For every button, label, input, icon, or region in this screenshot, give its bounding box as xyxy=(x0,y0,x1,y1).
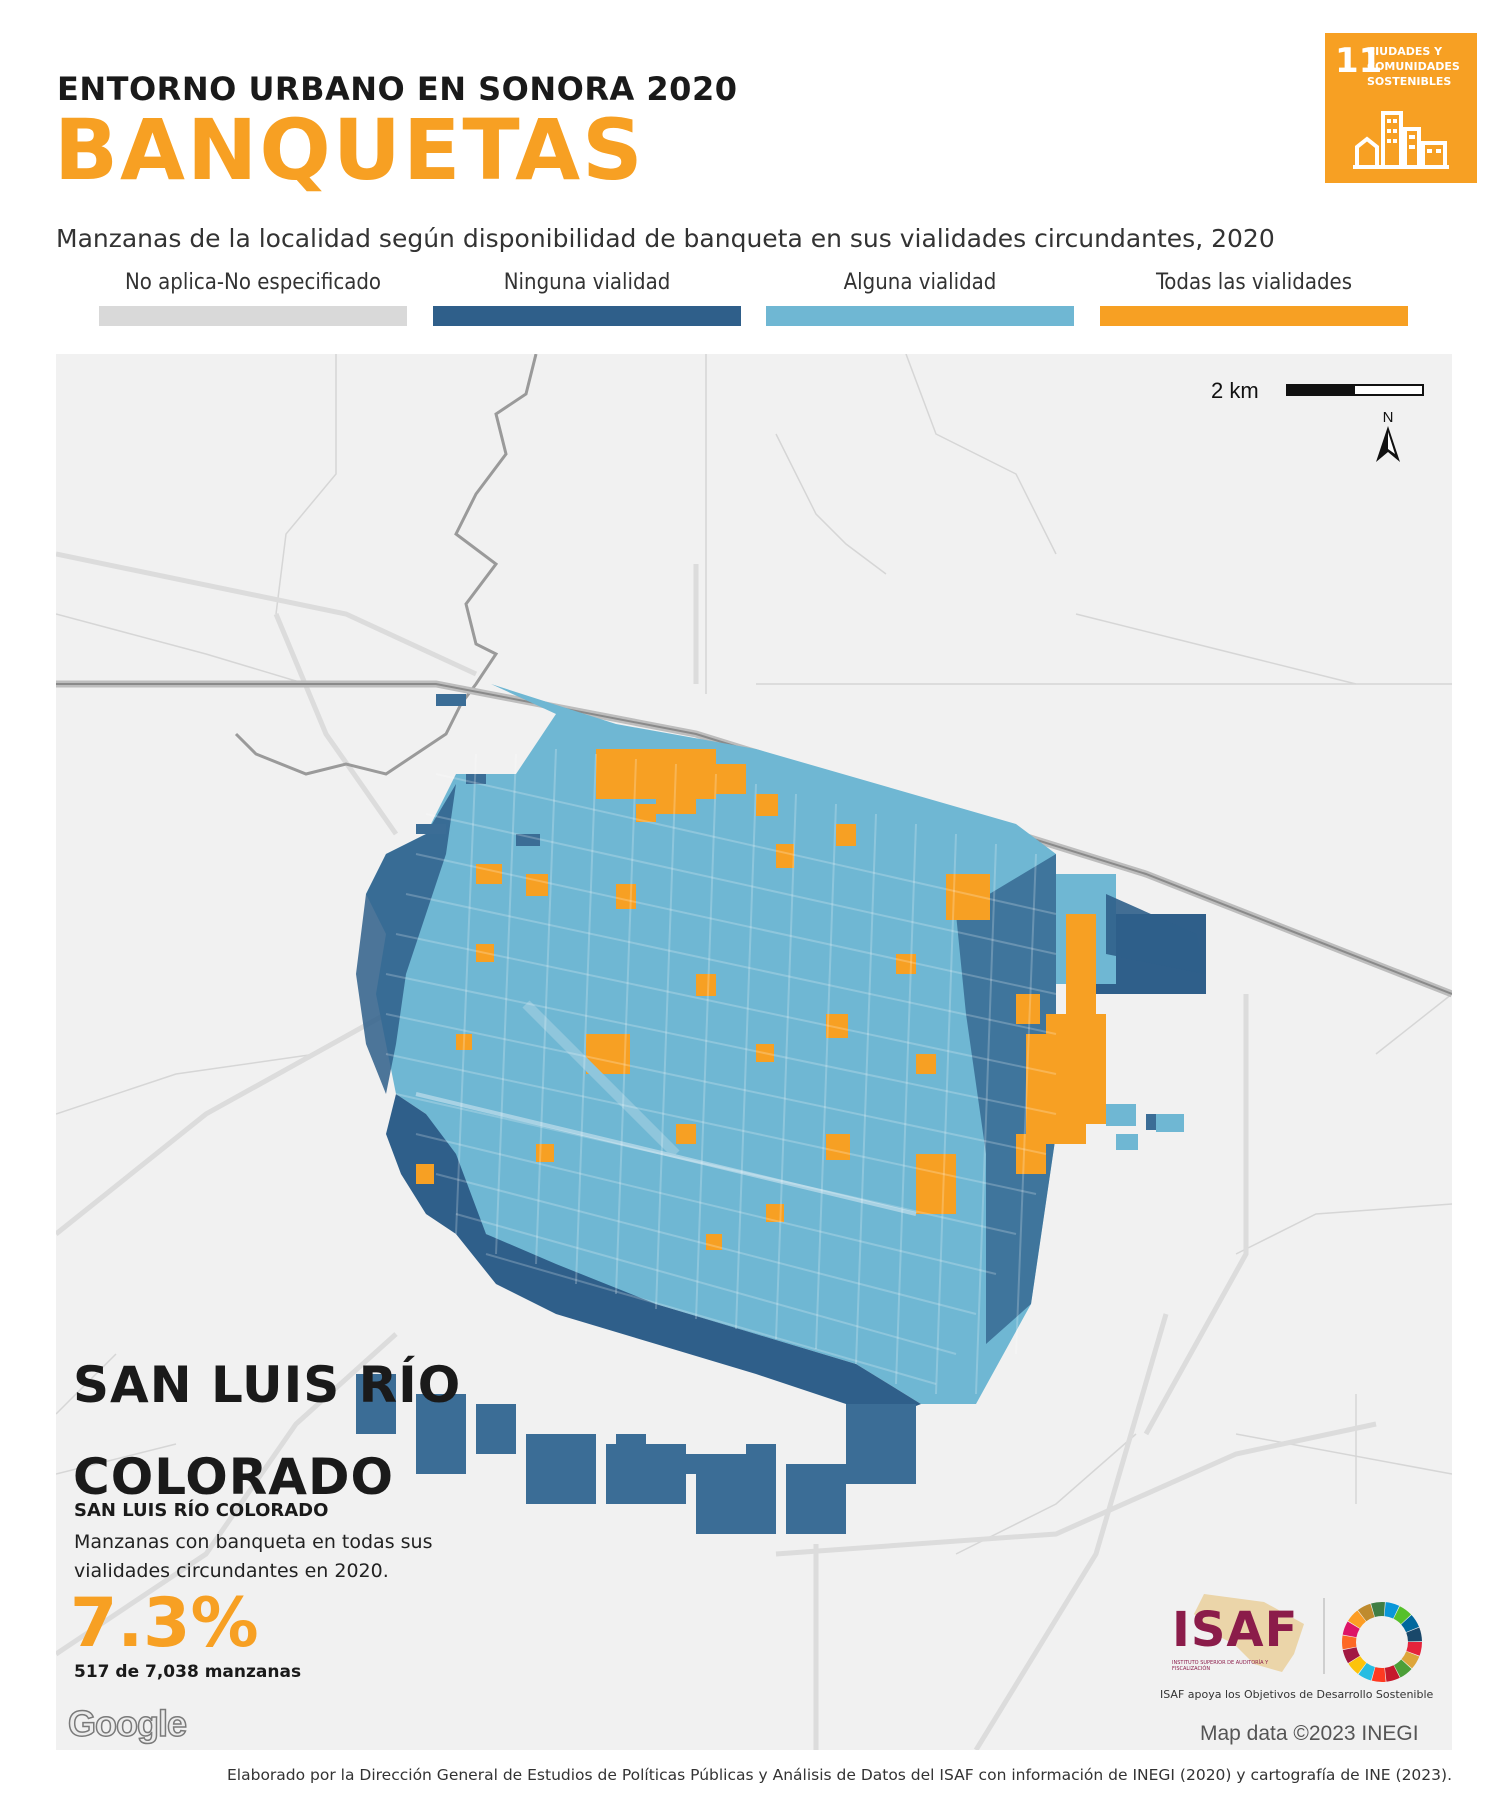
railway-highway-inner xyxy=(56,683,1452,995)
google-logo: Google xyxy=(67,1702,188,1745)
sdg-text: CIUDADES Y COMUNIDADES SOSTENIBLES xyxy=(1367,45,1460,88)
urban-avenue xyxy=(415,1092,917,1216)
summary-count: 517 de 7,038 manzanas xyxy=(74,1662,302,1682)
eastern-small-block xyxy=(1116,1134,1138,1150)
urban-area-base xyxy=(366,684,1056,1404)
minor-roads xyxy=(56,354,1452,1555)
orange-blocks xyxy=(416,749,1106,1250)
legend-swatch xyxy=(99,306,407,326)
legend-label: No aplica-No especificado xyxy=(124,270,382,295)
major-roads xyxy=(56,551,1377,1750)
legend-item-alguna: Alguna vialidad xyxy=(766,270,1074,326)
summary-percentage: 7.3% xyxy=(70,1584,259,1663)
north-label: N xyxy=(1383,409,1394,426)
river xyxy=(234,354,538,776)
scale-bar xyxy=(1286,384,1424,396)
map-attribution: Map data ©2023 INEGI xyxy=(1200,1722,1419,1745)
sdg-wheel-icon xyxy=(1342,1602,1422,1682)
legend-swatch xyxy=(1100,306,1408,326)
supertitle: ENTORNO URBANO EN SONORA 2020 xyxy=(57,70,738,108)
isaf-subtext: INSTITUTO SUPERIOR DE AUDITORÍA Y FISCAL… xyxy=(1172,1660,1269,1672)
legend-label: Alguna vialidad xyxy=(843,270,997,295)
page-title: BANQUETAS xyxy=(54,101,645,199)
legend-label: Todas las vialidades xyxy=(1155,270,1353,295)
city-buildings-icon xyxy=(1353,111,1449,169)
eastern-small-block xyxy=(1106,1104,1136,1126)
city-block-map[interactable] xyxy=(56,354,1452,1750)
sdg-11-badge: 11 CIUDADES Y COMUNIDADES SOSTENIBLES xyxy=(1325,33,1477,183)
northeast-railway-block xyxy=(1106,894,1206,974)
summary-description: Manzanas con banqueta en todas sus viali… xyxy=(74,1531,433,1583)
legend-item-todas: Todas las vialidades xyxy=(1100,270,1408,326)
city-name-small: SAN LUIS RÍO COLORADO xyxy=(74,1500,329,1521)
east-district xyxy=(956,854,1056,1344)
legend-swatch xyxy=(766,306,1074,326)
legend-item-no-aplica: No aplica-No especificado xyxy=(99,270,407,326)
logo-divider xyxy=(1323,1598,1325,1674)
page-subtitle: Manzanas de la localidad según disponibi… xyxy=(56,224,1275,253)
southwest-district xyxy=(386,1094,921,1414)
sonora-state-shape-icon xyxy=(1194,1594,1304,1672)
outlying-blocks xyxy=(356,694,1174,1534)
legend-label: Ninguna vialidad xyxy=(503,270,671,295)
eastern-orange-block xyxy=(1066,914,1096,1024)
isaf-tagline: ISAF apoya los Objetivos de Desarrollo S… xyxy=(1160,1688,1434,1701)
footer-credit: Elaborado por la Dirección General de Es… xyxy=(227,1766,1452,1784)
legend-swatch xyxy=(433,306,741,326)
north-arrow-icon: N xyxy=(1376,409,1400,462)
city-name-line2: COLORADO xyxy=(73,1448,394,1506)
eastern-small-block xyxy=(1156,1114,1184,1132)
west-district xyxy=(356,784,456,1094)
scale-label: 2 km xyxy=(1211,378,1259,403)
city-name-line1: SAN LUIS RÍO xyxy=(73,1356,462,1414)
block-grid xyxy=(385,748,1057,1395)
isaf-logo-text: ISAF xyxy=(1172,1602,1299,1658)
urban-diagonal-street xyxy=(522,1000,680,1158)
legend-item-ninguna: Ninguna vialidad xyxy=(433,270,741,326)
sdg-number: 11 xyxy=(1335,41,1383,81)
